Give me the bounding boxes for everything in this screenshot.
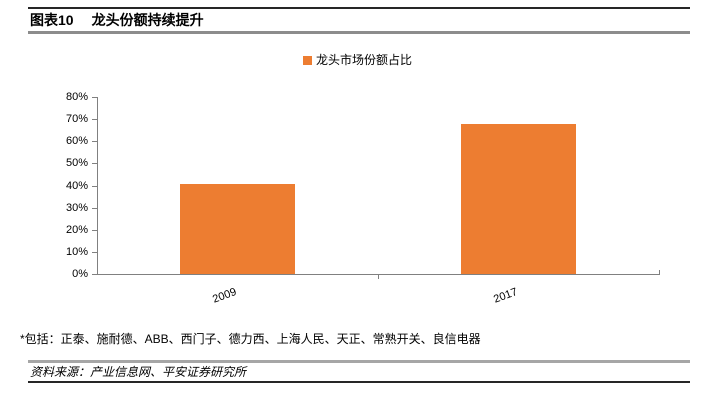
- title-divider: [28, 31, 690, 34]
- chart-footnote: *包括：正泰、施耐德、ABB、西门子、德力西、上海人民、天正、常熟开关、良信电器: [20, 332, 481, 346]
- y-axis-tick-label: 80%: [65, 91, 88, 103]
- y-axis-tick-label: 40%: [65, 179, 88, 192]
- x-axis-category-label: 2009: [210, 286, 238, 306]
- y-axis-tick: [92, 97, 97, 98]
- y-axis-tick: [92, 185, 97, 187]
- y-axis-tick-label: 0%: [72, 268, 88, 280]
- y-axis-tick-label: 70%: [65, 113, 88, 126]
- legend-label: 龙头市场份额占比: [316, 53, 413, 67]
- bar-2017: [461, 123, 576, 274]
- source-top-divider: [28, 360, 690, 363]
- source-text: 资料来源：产业信息网、平安证券研究所: [30, 365, 247, 379]
- bottom-divider: [28, 381, 690, 383]
- y-axis-tick-label: 30%: [65, 201, 88, 214]
- y-axis: [97, 97, 98, 274]
- bar-2009: [180, 184, 295, 274]
- chart-legend: 龙头市场份额占比: [303, 53, 412, 67]
- y-axis-tick-label: 20%: [65, 223, 88, 236]
- y-axis-tick: [92, 163, 97, 165]
- x-axis-end-tick: [659, 270, 660, 274]
- y-axis-tick: [92, 207, 97, 209]
- y-axis-tick-label: 50%: [65, 157, 88, 170]
- y-axis-tick: [92, 141, 97, 143]
- y-axis-tick-label: 60%: [65, 135, 88, 148]
- figure-label: 图表10: [30, 12, 74, 28]
- y-axis-tick: [92, 251, 97, 253]
- x-axis-category-label: 2017: [491, 286, 519, 306]
- figure-title: 龙头份额持续提升: [91, 12, 204, 28]
- figure-header: 图表10 龙头份额持续提升: [30, 12, 204, 28]
- y-axis-tick: [92, 229, 97, 231]
- y-axis-tick: [92, 274, 97, 275]
- legend-swatch-icon: [303, 55, 312, 65]
- y-axis-tick: [92, 119, 97, 121]
- x-axis-tick: [378, 274, 379, 279]
- top-divider: [28, 7, 690, 9]
- y-axis-tick-label: 10%: [65, 245, 88, 258]
